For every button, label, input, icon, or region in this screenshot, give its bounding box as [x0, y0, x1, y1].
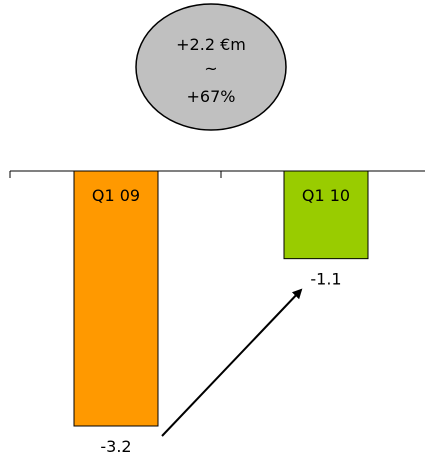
- change-bubble-shape: [135, 3, 287, 131]
- change-bubble-percent: +67%: [187, 87, 236, 106]
- improvement-arrow: [161, 288, 303, 437]
- bar-q1-09: [73, 170, 159, 427]
- category-label-q1-09: Q1 09: [92, 186, 140, 205]
- bar-q1-10: [283, 170, 369, 260]
- category-label-q1-10: Q1 10: [302, 186, 350, 205]
- change-bubble-tilde: ~: [204, 59, 217, 78]
- value-label-q1-10: -1.1: [310, 270, 341, 289]
- change-bubble: +2.2 €m ~ +67%: [135, 3, 287, 131]
- x-axis: [9, 170, 425, 178]
- change-bubble-amount: +2.2 €m: [176, 35, 246, 54]
- value-label-q1-09: -3.2: [100, 437, 131, 456]
